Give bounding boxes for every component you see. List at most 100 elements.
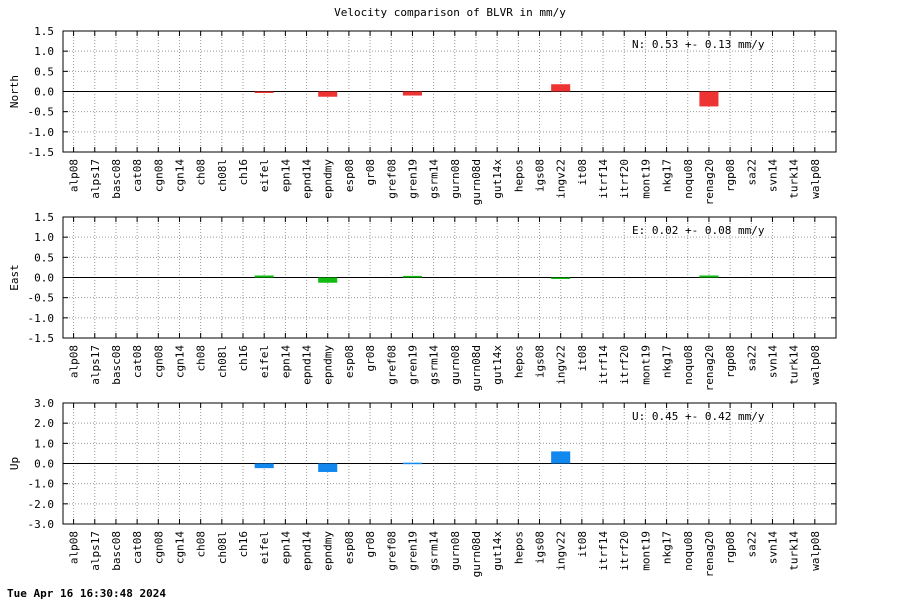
x-tick-label: rgp08 — [724, 345, 737, 378]
x-tick-label: cat08 — [131, 531, 144, 564]
y-tick-label: -1.0 — [28, 478, 55, 491]
x-tick-label: itrf20 — [618, 159, 631, 199]
x-tick-label: walp08 — [809, 531, 822, 571]
x-tick-label: ch16 — [237, 159, 250, 186]
x-tick-label: gren19 — [406, 159, 419, 199]
x-tick-label: hepos — [512, 531, 525, 564]
y-tick-label: 3.0 — [34, 397, 54, 410]
x-tick-label: igs08 — [534, 159, 547, 192]
x-tick-label: nkg17 — [661, 159, 674, 192]
bar-gren19 — [402, 275, 422, 278]
x-tick-label: turk14 — [788, 531, 801, 571]
x-tick-label: svn14 — [766, 159, 779, 192]
x-tick-label: epn14 — [279, 159, 292, 192]
y-tick-label: 0.0 — [34, 458, 54, 471]
y-tick-label: 0.0 — [34, 86, 54, 99]
x-tick-label: itrf14 — [597, 159, 610, 199]
x-tick-label: ch08 — [195, 345, 208, 372]
x-tick-label: itrf14 — [597, 531, 610, 571]
y-tick-label: -1.5 — [28, 332, 55, 345]
x-tick-label: epndmy — [322, 531, 335, 571]
x-tick-label: rgp08 — [724, 531, 737, 564]
y-axis-label: East — [8, 264, 21, 291]
x-tick-label: ch08 — [195, 531, 208, 558]
x-tick-label: esp08 — [343, 345, 356, 378]
x-tick-label: noqu08 — [682, 345, 695, 385]
y-tick-label: 1.5 — [34, 211, 54, 224]
x-tick-label: gurn08 — [449, 159, 462, 199]
x-tick-label: sa22 — [745, 345, 758, 372]
plot-frame — [62, 402, 837, 525]
y-tick-label: -2.0 — [28, 498, 55, 511]
x-tick-label: eifel — [258, 159, 271, 192]
bar-gren19 — [402, 462, 422, 465]
x-tick-label: gsrm14 — [428, 159, 441, 199]
x-tick-label: gren19 — [406, 345, 419, 385]
x-tick-label: ch16 — [237, 531, 250, 558]
y-tick-label: -0.5 — [28, 292, 55, 305]
x-tick-label: gurn08 — [449, 531, 462, 571]
x-tick-label: esp08 — [343, 531, 356, 564]
bar-ingv22 — [551, 451, 571, 464]
x-tick-label: ingv22 — [555, 345, 568, 385]
x-tick-label: noqu08 — [682, 159, 695, 199]
y-tick-label: 0.5 — [34, 251, 54, 264]
x-tick-label: gref08 — [385, 345, 398, 385]
bar-epndmy — [318, 463, 338, 472]
x-tick-label: gurn08d — [470, 159, 483, 205]
x-tick-label: turk14 — [788, 345, 801, 385]
panel-north: 1.5 1.0 0.5 0.0 -0.5 -1.0 -1.5 alp08 alps17 basc0… — [8, 25, 837, 205]
x-tick-label: ch08l — [216, 531, 229, 564]
x-tick-label: gren19 — [406, 531, 419, 571]
x-tick-label: nkg17 — [661, 345, 674, 378]
y-tick-label: -1.0 — [28, 126, 55, 139]
x-tick-label: cat08 — [131, 159, 144, 192]
x-tick-label: cgn14 — [173, 345, 186, 378]
x-tick-label: ch16 — [237, 345, 250, 372]
x-tick-label: epnd14 — [301, 159, 314, 199]
x-tick-label: gr08 — [364, 531, 377, 558]
x-tick-label: cgn14 — [173, 531, 186, 564]
x-tick-label: gr08 — [364, 159, 377, 186]
x-tick-label: epndmy — [322, 159, 335, 199]
bar-renag20 — [699, 275, 719, 278]
x-tick-label: svn14 — [766, 345, 779, 378]
x-tick-label: turk14 — [788, 159, 801, 199]
x-tick-label: mont19 — [639, 159, 652, 199]
y-tick-label: 0.5 — [34, 65, 54, 78]
x-tick-label: alp08 — [68, 345, 81, 378]
x-tick-label: walp08 — [809, 345, 822, 385]
x-tick-label: itrf14 — [597, 345, 610, 385]
y-tick-label: 1.5 — [34, 25, 54, 38]
x-tick-label: renag20 — [703, 531, 716, 577]
y-tick-label: 1.0 — [34, 437, 54, 450]
x-tick-label: itrf20 — [618, 531, 631, 571]
x-tick-label: noqu08 — [682, 531, 695, 571]
x-tick-label: itrf20 — [618, 345, 631, 385]
x-tick-label: eifel — [258, 531, 271, 564]
x-tick-label: epn14 — [279, 345, 292, 378]
chart-title: Velocity comparison of BLVR in mm/y — [334, 6, 566, 19]
velocity-annotation: E: 0.02 +- 0.08 mm/y — [632, 224, 765, 237]
y-tick-label: 0.0 — [34, 272, 54, 285]
x-tick-label: ch08l — [216, 345, 229, 378]
y-tick-label: -0.5 — [28, 106, 55, 119]
x-tick-label: esp08 — [343, 159, 356, 192]
bar-eifel — [254, 91, 274, 93]
x-tick-label: gref08 — [385, 159, 398, 199]
x-tick-label: mont19 — [639, 345, 652, 385]
x-tick-label: gsrm14 — [428, 345, 441, 385]
x-tick-label: svn14 — [766, 531, 779, 564]
x-tick-label: it08 — [576, 531, 589, 558]
bar-renag20 — [699, 91, 719, 107]
bar-eifel — [254, 275, 274, 278]
x-tick-label: hepos — [512, 159, 525, 192]
x-tick-label: sa22 — [745, 159, 758, 186]
x-tick-label: igs08 — [534, 345, 547, 378]
panel-up: 3.0 2.0 1.0 0.0 -1.0 -2.0 -3.0 alp08 alps17 basc0… — [8, 397, 837, 577]
x-tick-label: cgn08 — [152, 159, 165, 192]
bar-ingv22 — [551, 277, 571, 279]
x-tick-label: alps17 — [89, 345, 102, 385]
